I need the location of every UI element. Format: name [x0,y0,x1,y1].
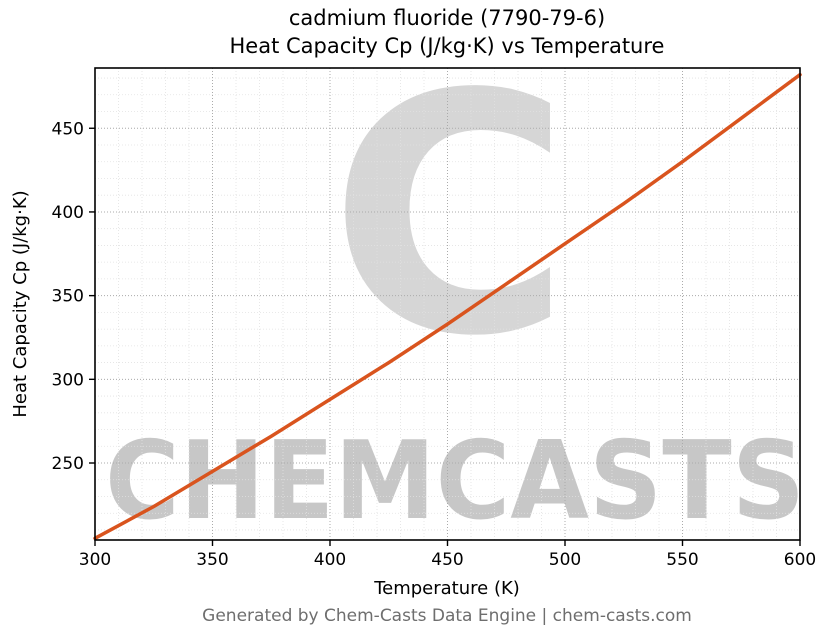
plot-frame [94,67,801,541]
y-axis-label: Heat Capacity Cp (J/kg·K) [10,190,31,417]
x-tick-label: 450 [431,550,463,570]
x-tick-label: 600 [784,550,816,570]
tick-marks [89,127,801,546]
x-tick-label: 400 [314,550,346,570]
x-tick-label: 550 [666,550,698,570]
tick-labels: 300 350 400 450 500 550 600 250 300 350 400 450 [52,119,817,570]
watermark-text: CHEMCASTS [105,419,805,544]
cp-line-series [93,72,802,541]
y-tick-label: 450 [52,119,84,139]
watermark-logo: C [329,24,571,408]
y-tick-label: 400 [52,203,84,223]
y-tick-label: 250 [52,454,84,474]
x-tick-label: 350 [196,550,228,570]
chart-title-line1: cadmium fluoride (7790-79-6) [289,6,605,30]
y-tick-label: 350 [52,287,84,307]
chart-title-line2: Heat Capacity Cp (J/kg·K) vs Temperature [230,34,665,58]
y-tick-label: 300 [52,370,84,390]
x-tick-label: 300 [79,550,111,570]
watermark: C CHEMCASTS [105,24,805,544]
x-axis-label: Temperature (K) [373,578,520,599]
cp-line [93,72,802,541]
x-tick-label: 500 [549,550,581,570]
footer-credit: Generated by Chem-Casts Data Engine | ch… [202,606,692,626]
